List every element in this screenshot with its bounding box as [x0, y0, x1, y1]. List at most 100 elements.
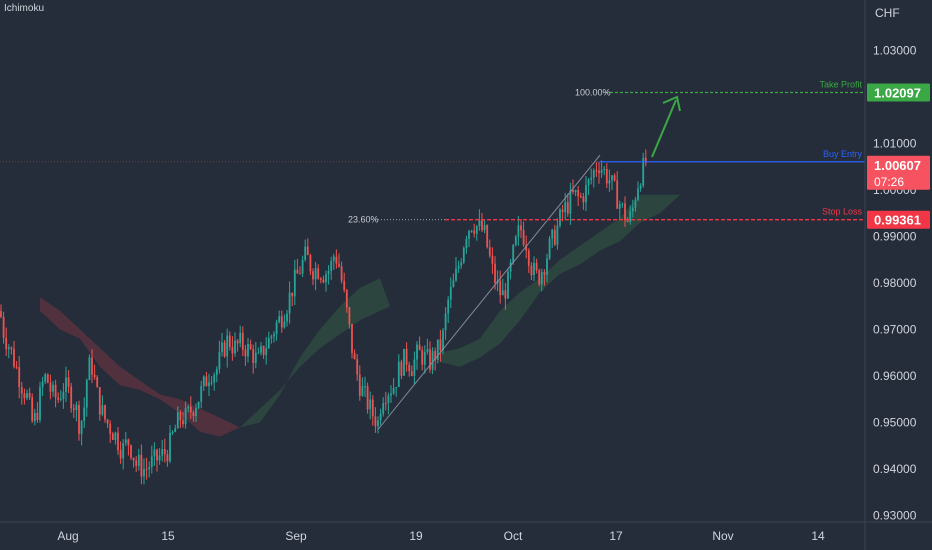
candle-body	[54, 384, 57, 398]
candle	[473, 223, 476, 238]
candle	[278, 310, 281, 324]
candle-body	[483, 225, 486, 231]
candle	[288, 281, 291, 324]
candle-body	[184, 408, 187, 425]
candle	[343, 272, 346, 293]
candle-body	[390, 393, 392, 396]
take-profit-badge-text: 1.02097	[874, 85, 921, 100]
candle	[241, 326, 244, 357]
candle	[213, 372, 216, 391]
candle-body	[140, 454, 143, 477]
candle	[400, 359, 403, 380]
candle-body	[582, 196, 585, 203]
candle	[280, 310, 283, 333]
candle-body	[2, 316, 5, 338]
candle	[127, 438, 130, 456]
candle-body	[65, 377, 67, 393]
candle	[527, 248, 530, 273]
candle-body	[223, 342, 226, 357]
candle	[137, 448, 140, 471]
candle-body	[595, 170, 598, 172]
candle	[553, 224, 556, 247]
candle	[275, 319, 278, 341]
candle	[67, 370, 70, 394]
candle	[379, 408, 382, 425]
candle	[130, 444, 132, 460]
candle-body	[585, 185, 587, 203]
candle	[80, 420, 83, 446]
candle-body	[377, 420, 379, 427]
candle-body	[174, 428, 177, 433]
candle-body	[605, 168, 608, 184]
candle	[200, 380, 203, 409]
candle-body	[218, 351, 221, 370]
candle	[483, 218, 486, 234]
candle	[54, 379, 57, 408]
candle	[585, 176, 587, 211]
candle-body	[127, 439, 130, 446]
candle-body	[626, 220, 629, 222]
candle-body	[205, 376, 208, 387]
candle-body	[41, 381, 44, 388]
candle	[439, 329, 442, 362]
candle-body	[31, 397, 34, 422]
candle	[353, 349, 356, 360]
candle-body	[96, 377, 99, 388]
candle-body	[361, 386, 364, 396]
candle	[501, 278, 504, 296]
candle	[236, 339, 239, 352]
candle-body	[202, 376, 205, 387]
candle-body	[210, 382, 213, 384]
candle	[629, 205, 632, 225]
candle-body	[332, 256, 335, 261]
candle-body	[618, 204, 621, 209]
x-tick-label: Nov	[712, 529, 733, 543]
candle-body	[176, 412, 179, 429]
candle	[624, 196, 626, 227]
indicator-label: Ichimoku	[4, 3, 45, 14]
arrow-shaft	[651, 99, 677, 158]
candle	[356, 353, 359, 381]
candle-body	[338, 263, 340, 267]
candle-body	[262, 346, 265, 355]
candle-body	[301, 259, 304, 274]
candle-body	[418, 344, 421, 351]
candle	[486, 224, 489, 249]
candle	[72, 403, 75, 419]
candle-body	[189, 406, 192, 413]
candle-body	[0, 310, 2, 317]
candle-body	[75, 404, 78, 411]
candle	[408, 361, 411, 377]
candle-body	[304, 246, 307, 260]
candle	[117, 427, 119, 456]
candle	[348, 306, 351, 329]
candle-body	[85, 379, 88, 408]
candle	[618, 200, 621, 220]
candle-body	[314, 268, 317, 280]
candle	[49, 374, 52, 400]
candle-body	[26, 392, 28, 399]
candle	[283, 314, 286, 329]
candle	[293, 259, 296, 306]
candle	[317, 264, 320, 280]
candle-body	[494, 263, 496, 283]
buy-entry-label: Buy Entry	[823, 149, 863, 159]
candle-body	[509, 262, 512, 272]
candle-body	[104, 405, 106, 420]
candle-body	[327, 271, 330, 275]
candle	[179, 410, 182, 429]
candle	[512, 243, 515, 265]
candle	[377, 416, 379, 434]
cloud-green-1	[240, 278, 390, 428]
candle-body	[421, 350, 424, 365]
candle-body	[49, 382, 52, 392]
candle	[533, 256, 535, 282]
candle-body	[642, 157, 645, 186]
candle-body	[629, 211, 632, 222]
candle	[522, 221, 525, 247]
candle	[257, 347, 260, 354]
candle-body	[624, 203, 626, 221]
candle-body	[18, 367, 21, 388]
